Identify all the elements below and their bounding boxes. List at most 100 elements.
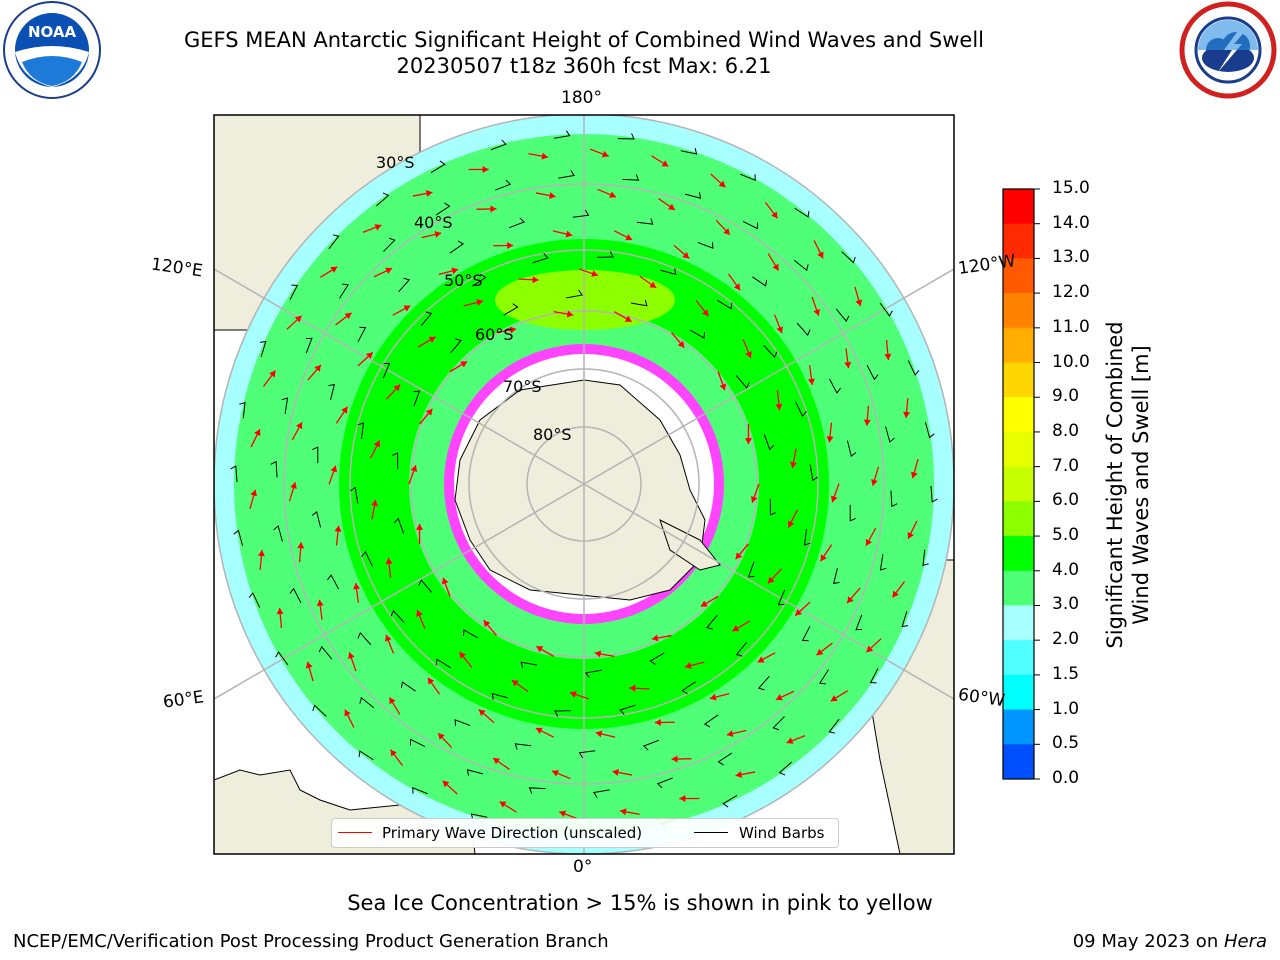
wave-arrow-head [330,266,338,273]
wind-barb [490,139,507,151]
wind-barb [849,504,856,522]
wave-arrow-head [733,283,741,291]
wave-arrow-head [817,251,824,259]
wind-barb [735,641,748,657]
wave-arrow-head [830,495,838,503]
wind-barb [383,237,396,252]
chart-title: GEFS MEAN Antarctic Significant Height o… [183,28,985,52]
wave-arrow-head [871,479,878,486]
wind-barb [885,426,895,443]
meridian-60w [583,483,954,700]
colorbar-bin [1003,223,1034,259]
wind-barb [503,303,519,316]
colorbar-label-line2: Wind Waves and Swell [m] [1129,345,1153,625]
noaa-logo-icon: NOAA [3,1,101,99]
wind-barb [832,567,840,585]
wind-barb [349,486,359,504]
wave-arrow-head [624,315,632,322]
meridian-60e [214,483,585,700]
colorbar-tick-label: 11.0 [1052,316,1090,337]
wave-arrow-head [441,577,449,585]
wind-barb [763,345,778,359]
wind-barb [901,611,909,628]
colorbar-bin [1003,744,1034,780]
wind-barb [578,750,596,759]
wave-arrow-head [776,326,783,334]
wave-arrow-head [771,211,778,219]
wind-barb [642,739,660,751]
wave-arrow-head [425,190,433,197]
colorbar-bin [1003,674,1034,711]
wind-barb [328,234,340,250]
wind-barb [819,669,829,685]
wave-arrow-head [601,150,609,158]
wind-barb [778,761,792,776]
wind-barb [742,220,759,230]
wave-arrow-head [478,709,486,717]
wind-barb [656,777,673,789]
wind-barb [924,422,935,439]
wave-arrow-head [442,780,450,788]
colorbar-bin [1003,293,1034,329]
wave-arrow-head [509,326,517,334]
wave-arrow-head [813,308,820,316]
wave-arrow-head [314,364,321,372]
wind-barb [717,752,733,766]
forecast-subtitle: 20230507 t18z 360h fcst Max: 6.21 [396,54,772,78]
wave-arrow-head [767,576,775,584]
wave-direction-legend-label: Primary Wave Direction (unscaled) [382,824,643,842]
noaa-logo-text: NOAA [28,23,77,41]
wave-arrow-head [549,192,556,199]
wave-arrow-head [389,697,396,705]
wave-arrow-head [702,309,709,317]
wave-arrow-head [569,691,577,698]
wind-barb [275,651,289,666]
wave-arrow-head [438,733,445,740]
wind-barb [398,277,411,293]
footer-date-text: 09 May 2023 on [1072,931,1224,952]
wind-barb [233,529,244,546]
wind-barb [532,253,549,264]
footer-credit: NCEP/EMC/Verification Post Processing Pr… [13,931,609,952]
map-frame [213,114,955,855]
wave-arrow-head [385,634,392,642]
wave-arrow-head [334,525,342,532]
wind-barb [390,609,405,623]
colorbar-tick-label: 14.0 [1052,212,1090,233]
colorbar-bin [1003,362,1034,398]
wind-barb [281,397,289,414]
wind-barb [393,517,405,534]
wind-barb [312,446,319,464]
colorbar-tick-label: 6.0 [1052,490,1080,511]
wind-barb [270,460,278,478]
wave-arrow-head [892,590,899,598]
wind-barb [757,675,770,691]
wave-arrow-head [536,646,544,653]
wave-arrow-head [373,440,381,448]
wave-arrow-head [649,281,657,288]
wave-arrow-head [250,489,258,497]
wind-barb [796,322,811,337]
wind-barb [684,192,702,199]
lat-label-40s: 40°S [414,213,453,232]
wave-arrow-head [427,677,435,685]
wave-arrow-head [305,661,313,669]
wave-arrow-head [482,165,489,173]
colorbar-tick-label: 0.5 [1052,733,1080,754]
colorbar-tick-label: 13.0 [1052,247,1090,268]
wave-arrow-head [385,557,393,565]
lat-label-30s: 30°S [376,153,415,172]
wind-barb [289,587,302,604]
wave-arrow-head [344,709,351,717]
wave-arrow-head [745,351,752,359]
colorbar-tick-label: 1.5 [1052,663,1080,684]
wave-arrow-head [612,769,619,776]
wind-barb [339,283,349,299]
wind-barb [835,308,850,323]
wave-arrow-head [416,523,424,530]
wave-arrow-head [390,749,397,757]
colorbar-bin [1003,605,1034,641]
wave-arrow-head [366,352,373,360]
wind-barb [769,498,777,516]
wind-barb [449,240,465,254]
